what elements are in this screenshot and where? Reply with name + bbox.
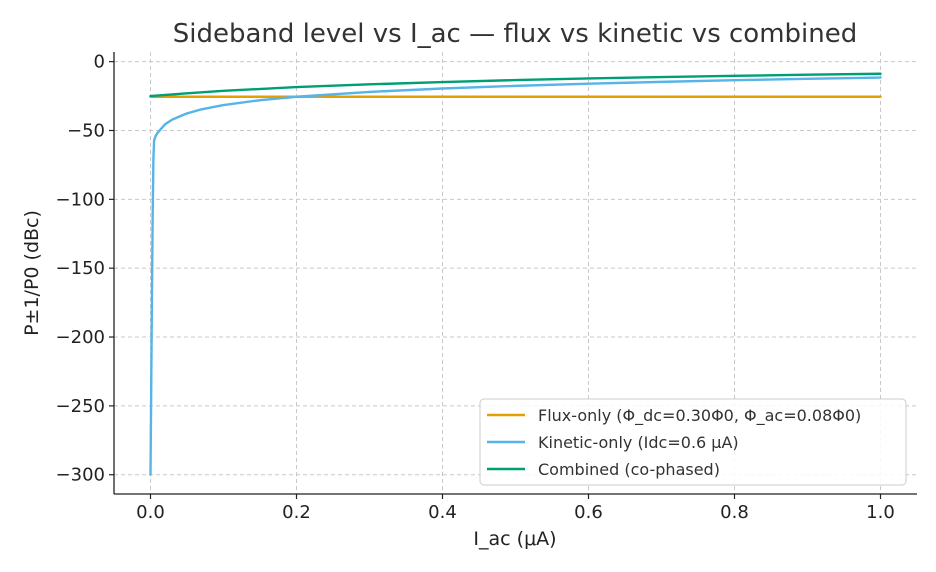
x-tick-label: 0.8 [720,502,749,523]
y-tick-label: 0 [94,52,105,73]
y-tick-label: −100 [56,189,105,210]
x-ticks: 0.0 0.2 0.4 0.6 0.8 1.0 [136,494,895,523]
legend: Flux-only (Φ_dc=0.30Φ0, Φ_ac=0.08Φ0) Kine… [479,398,907,486]
y-tick-label: −50 [67,120,105,141]
plot-lines [149,72,882,476]
legend-entry-combined: Combined (co-phased) [487,460,720,479]
legend-entry-kinetic-only: Kinetic-only (Idc=0.6 μA) [487,433,739,452]
legend-label: Flux-only (Φ_dc=0.30Φ0, Φ_ac=0.08Φ0) [538,406,861,426]
x-tick-label: 0.4 [428,502,457,523]
chart-title: Sideband level vs I_ac — flux vs kinetic… [173,19,858,49]
legend-entry-flux-only: Flux-only (Φ_dc=0.30Φ0, Φ_ac=0.08Φ0) [487,406,861,426]
legend-label: Kinetic-only (Idc=0.6 μA) [538,433,739,452]
axes [113,52,917,495]
y-tick-label: −300 [56,465,105,486]
combined-line [149,72,882,98]
x-tick-label: 0.0 [136,502,165,523]
kinetic-only-line [149,76,882,476]
y-ticks: 0 −50 −100 −150 −200 −250 −300 [56,52,114,486]
y-tick-label: −150 [56,258,105,279]
y-tick-label: −200 [56,327,105,348]
legend-box [479,398,907,486]
x-tick-label: 0.2 [282,502,311,523]
y-tick-label: −250 [56,396,105,417]
legend-label: Combined (co-phased) [538,460,720,479]
x-tick-label: 1.0 [866,502,895,523]
y-axis-label: P±1/P0 (dBc) [21,210,43,336]
x-tick-label: 0.6 [574,502,603,523]
x-axis-label: I_ac (μA) [473,528,556,550]
